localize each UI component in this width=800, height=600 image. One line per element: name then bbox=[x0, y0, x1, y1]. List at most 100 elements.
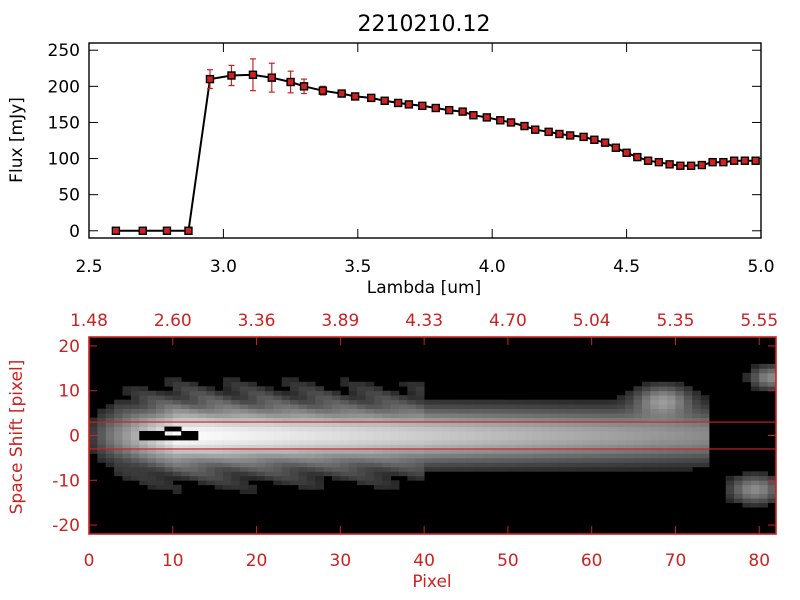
heatmap-cell bbox=[457, 462, 467, 468]
heatmap-cell bbox=[625, 399, 634, 405]
heatmap-cell bbox=[164, 471, 174, 477]
heatmap-cell bbox=[390, 448, 400, 454]
heatmap-cell bbox=[365, 462, 375, 468]
heatmap-cell bbox=[424, 439, 433, 445]
heatmap-cell bbox=[306, 417, 316, 423]
heatmap-cell bbox=[608, 422, 618, 427]
heatmap-cell bbox=[499, 431, 509, 436]
heatmap-cell bbox=[273, 471, 283, 477]
heatmap-cell bbox=[206, 431, 216, 436]
heatmap-cell bbox=[499, 457, 509, 463]
heatmap-cell bbox=[197, 466, 207, 472]
heatmap-cell bbox=[541, 422, 551, 427]
heatmap-cell bbox=[298, 431, 308, 436]
pixel-tick-label: 10 bbox=[162, 551, 184, 571]
heatmap-cell bbox=[256, 408, 266, 414]
heatmap-cell bbox=[273, 399, 283, 405]
heatmap-cell bbox=[382, 466, 392, 472]
heatmap-cell bbox=[290, 390, 299, 396]
heatmap-cell bbox=[256, 466, 266, 472]
heatmap-cell bbox=[608, 399, 618, 405]
saturated-core-cell bbox=[156, 435, 165, 441]
heatmap-cell bbox=[499, 462, 509, 468]
heatmap-cell bbox=[239, 390, 249, 396]
heatmap-cell bbox=[181, 444, 190, 450]
heatmap-cell bbox=[189, 453, 199, 459]
heatmap-cell bbox=[122, 435, 132, 441]
heatmap-cell bbox=[390, 413, 400, 418]
heatmap-cell bbox=[248, 444, 257, 450]
heatmap-cell bbox=[105, 431, 115, 436]
heatmap-cell bbox=[641, 381, 651, 387]
heatmap-cell bbox=[390, 417, 400, 423]
heatmap-cell bbox=[675, 444, 685, 450]
heatmap-cell bbox=[658, 435, 668, 441]
heatmap-cell bbox=[248, 435, 257, 441]
heatmap-cell bbox=[164, 457, 174, 463]
heatmap-cell bbox=[583, 399, 593, 405]
heatmap-cell bbox=[482, 431, 492, 436]
heatmap-cell bbox=[206, 466, 216, 472]
heatmap-cell bbox=[466, 462, 475, 468]
heatmap-cell bbox=[239, 448, 249, 454]
heatmap-cell bbox=[130, 471, 140, 477]
heatmap-cell bbox=[398, 404, 408, 410]
heatmap-cell bbox=[608, 462, 618, 468]
heatmap-cell bbox=[667, 381, 676, 387]
heatmap-cell bbox=[683, 417, 693, 423]
heatmap-cell bbox=[298, 404, 308, 410]
heatmap-cell bbox=[675, 417, 685, 423]
heatmap-cell bbox=[566, 426, 576, 432]
heatmap-cell bbox=[105, 453, 115, 459]
x-tick-label: 3.5 bbox=[344, 257, 371, 277]
heatmap-cell bbox=[281, 435, 291, 441]
heatmap-cell bbox=[616, 395, 626, 401]
heatmap-cell bbox=[231, 422, 241, 427]
heatmap-cell bbox=[533, 466, 542, 472]
heatmap-cell bbox=[600, 439, 609, 445]
heatmap-cell bbox=[97, 453, 107, 459]
heatmap-cell bbox=[340, 422, 350, 427]
heatmap-cell bbox=[641, 431, 651, 436]
heatmap-cell bbox=[281, 480, 291, 486]
heatmap-cell bbox=[239, 466, 249, 472]
heatmap-cell bbox=[139, 444, 149, 450]
heatmap-cell bbox=[181, 475, 190, 481]
heatmap-cell bbox=[432, 462, 442, 468]
heatmap-cell bbox=[239, 484, 249, 490]
heatmap-cell bbox=[658, 462, 668, 468]
heatmap-cell bbox=[323, 462, 333, 468]
heatmap-cell bbox=[667, 426, 676, 432]
heatmap-cell bbox=[574, 439, 584, 445]
heatmap-cell bbox=[382, 462, 392, 468]
heatmap-cell bbox=[172, 422, 182, 427]
heatmap-cell bbox=[273, 480, 283, 486]
heatmap-cell bbox=[692, 444, 701, 450]
heatmap-cell bbox=[331, 439, 341, 445]
heatmap-cell bbox=[616, 466, 626, 472]
heatmap-cell bbox=[608, 404, 618, 410]
heatmap-cell bbox=[466, 453, 475, 459]
heatmap-cell bbox=[566, 431, 576, 436]
heatmap-cell bbox=[130, 386, 140, 392]
heatmap-cell bbox=[541, 431, 551, 436]
heatmap-cell bbox=[658, 431, 668, 436]
heatmap-cell bbox=[206, 439, 216, 445]
heatmap-cell bbox=[516, 422, 526, 427]
heatmap-cell bbox=[315, 484, 324, 490]
heatmap-cell bbox=[147, 417, 157, 423]
spectrum-x-tick-labels: 2.5 3.0 3.5 4.0 4.5 5.0 bbox=[75, 43, 775, 277]
y-tick-label: 150 bbox=[48, 113, 80, 133]
heatmap-cell bbox=[683, 408, 693, 414]
heatmap-cell bbox=[533, 453, 542, 459]
heatmap-cell bbox=[675, 404, 685, 410]
space-shift-tick-label: 20 bbox=[58, 337, 80, 357]
heatmap-cell bbox=[549, 466, 559, 472]
heatmap-cell bbox=[315, 448, 324, 454]
heatmap-cell bbox=[315, 417, 324, 423]
heatmap-cell bbox=[239, 426, 249, 432]
heatmap-cell bbox=[667, 417, 676, 423]
heatmap-cell bbox=[357, 386, 366, 392]
heatmap-cell bbox=[139, 475, 149, 481]
